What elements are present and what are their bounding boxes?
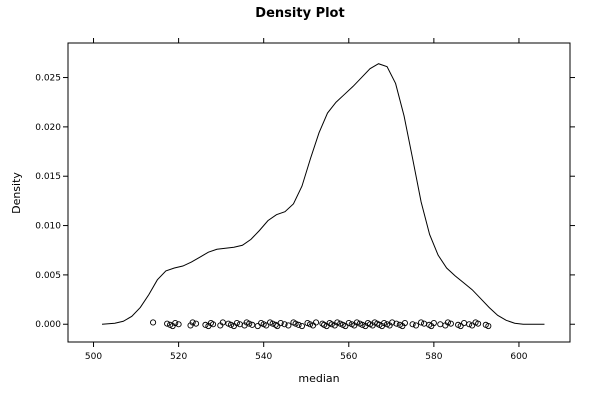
rug-point bbox=[475, 320, 482, 327]
y-tick-label: 0.010 bbox=[35, 222, 61, 232]
rug-point bbox=[312, 319, 320, 326]
rug-point bbox=[328, 321, 335, 328]
rug-point bbox=[295, 321, 302, 328]
y-tick-label: 0.020 bbox=[35, 123, 61, 133]
rug-point bbox=[307, 321, 314, 328]
x-tick-label: 600 bbox=[510, 352, 527, 362]
rug-point bbox=[461, 319, 468, 327]
rug-point bbox=[457, 322, 464, 330]
rug-point bbox=[254, 322, 261, 330]
rug-point bbox=[281, 321, 288, 328]
density-curve-layer bbox=[101, 63, 545, 325]
rug-point bbox=[342, 322, 349, 330]
y-tick-label: 0.015 bbox=[35, 172, 61, 182]
x-axis-ticks: 500 520 540 560 580 600 bbox=[85, 38, 528, 362]
rug-point bbox=[389, 319, 396, 326]
rug-point bbox=[172, 319, 179, 327]
rug-point bbox=[430, 319, 437, 327]
rug-point bbox=[219, 319, 226, 326]
rug-point bbox=[246, 320, 253, 327]
x-tick-label: 540 bbox=[255, 352, 272, 362]
y-tick-label: 0.025 bbox=[35, 74, 61, 84]
rug-point bbox=[175, 321, 182, 328]
rug-point bbox=[359, 321, 366, 328]
y-tick-label: 0.000 bbox=[35, 320, 61, 330]
chart-title: Density Plot bbox=[255, 6, 344, 21]
rug-point bbox=[381, 319, 388, 327]
rug-point bbox=[164, 320, 171, 327]
x-axis-label: median bbox=[298, 372, 339, 385]
rug-point bbox=[150, 319, 157, 326]
x-tick-label: 560 bbox=[340, 352, 357, 362]
x-tick-label: 580 bbox=[425, 352, 442, 362]
rug-point bbox=[437, 321, 444, 328]
x-tick-label: 500 bbox=[85, 352, 102, 362]
rug-point bbox=[418, 319, 425, 326]
rug-point bbox=[233, 319, 240, 327]
rug-point bbox=[466, 321, 473, 328]
plot-frame bbox=[67, 42, 571, 343]
rug-point bbox=[272, 321, 279, 328]
rug-point bbox=[202, 321, 209, 328]
rug-point bbox=[285, 322, 292, 329]
rug-point bbox=[345, 319, 352, 327]
rug-point bbox=[447, 320, 454, 327]
rug-point bbox=[210, 321, 217, 328]
y-axis-ticks: 0.000 0.005 0.010 0.015 0.020 0.025 bbox=[35, 74, 575, 330]
rug-point bbox=[277, 319, 284, 327]
rug-point bbox=[444, 319, 451, 326]
rug-point bbox=[292, 320, 299, 327]
rug-point bbox=[409, 321, 416, 328]
rug-point bbox=[269, 320, 276, 327]
x-tick-label: 520 bbox=[170, 352, 187, 362]
density-curve bbox=[101, 63, 545, 325]
y-axis-label: Density bbox=[10, 172, 23, 214]
rug-point bbox=[192, 320, 200, 327]
rug-point bbox=[249, 321, 256, 328]
rug-point bbox=[393, 320, 400, 327]
rug-points-layer bbox=[150, 319, 492, 330]
rug-point bbox=[227, 321, 234, 328]
rug-point bbox=[412, 322, 420, 329]
rug-point bbox=[401, 319, 408, 327]
rug-point bbox=[353, 319, 360, 326]
y-tick-label: 0.005 bbox=[35, 271, 61, 281]
rug-point bbox=[469, 322, 476, 329]
rug-point bbox=[334, 319, 341, 326]
rug-point bbox=[298, 322, 306, 330]
rug-point bbox=[263, 322, 270, 329]
rug-point bbox=[485, 322, 492, 330]
rug-point bbox=[189, 319, 196, 326]
rug-point bbox=[274, 322, 281, 330]
